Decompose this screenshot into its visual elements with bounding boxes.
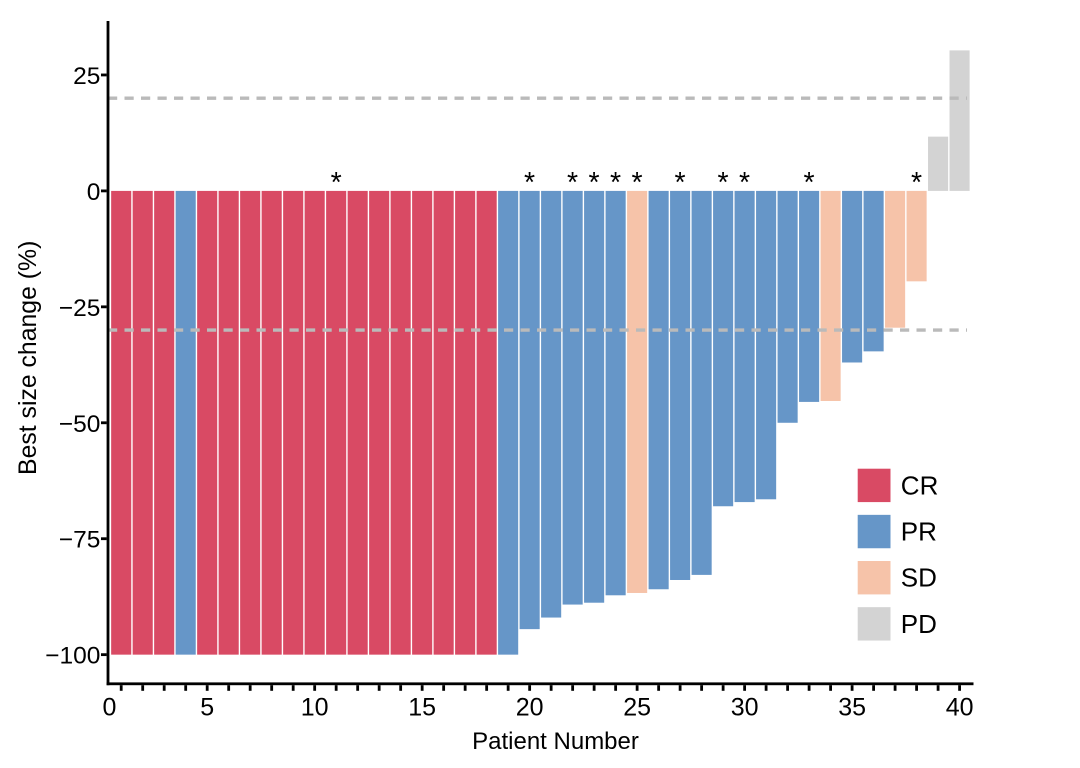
svg-text:*: *: [589, 167, 600, 199]
svg-text:35: 35: [838, 694, 866, 722]
svg-text:5: 5: [200, 694, 214, 722]
svg-text:25: 25: [73, 63, 100, 90]
svg-text:*: *: [675, 167, 686, 199]
svg-text:*: *: [739, 167, 750, 199]
svg-text:SD: SD: [901, 563, 937, 593]
svg-text:*: *: [804, 167, 815, 199]
svg-text:−25: −25: [59, 295, 101, 322]
svg-text:*: *: [632, 167, 643, 199]
svg-text:15: 15: [408, 694, 436, 722]
svg-text:Patient Number: Patient Number: [472, 728, 639, 755]
svg-text:*: *: [567, 167, 578, 199]
svg-text:40: 40: [946, 694, 974, 722]
svg-text:Best size change (%): Best size change (%): [15, 241, 42, 475]
svg-text:−50: −50: [59, 411, 101, 438]
svg-text:−100: −100: [45, 643, 100, 670]
svg-text:PD: PD: [901, 609, 937, 639]
svg-text:−75: −75: [59, 527, 101, 554]
svg-text:25: 25: [623, 694, 651, 722]
svg-text:0: 0: [102, 694, 116, 722]
svg-text:30: 30: [731, 694, 759, 722]
svg-text:CR: CR: [901, 470, 939, 500]
svg-text:*: *: [610, 167, 621, 199]
svg-text:PR: PR: [901, 517, 937, 547]
svg-text:*: *: [524, 167, 535, 199]
svg-text:10: 10: [301, 694, 329, 722]
svg-text:*: *: [718, 167, 729, 199]
svg-text:*: *: [911, 167, 922, 199]
svg-text:0: 0: [87, 179, 101, 206]
svg-text:20: 20: [516, 694, 544, 722]
svg-text:*: *: [331, 167, 342, 199]
